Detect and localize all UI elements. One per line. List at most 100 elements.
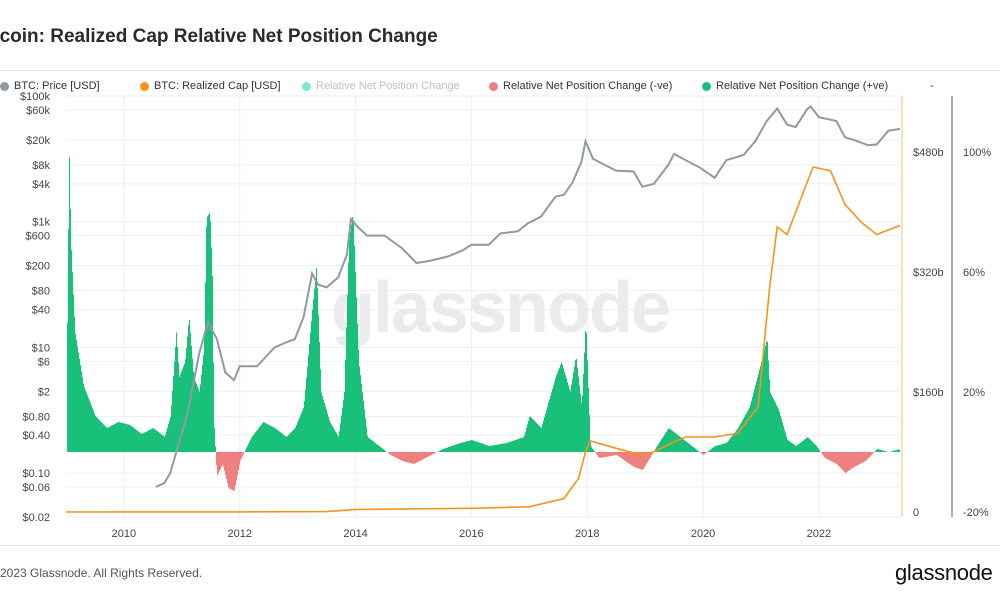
net-position-bar-positive xyxy=(807,437,809,452)
net-position-bar-positive xyxy=(788,440,790,452)
net-position-bar-positive xyxy=(453,445,455,452)
net-position-bar-negative xyxy=(403,452,405,462)
net-position-bar-positive xyxy=(82,377,84,452)
net-position-bar-positive xyxy=(252,436,254,452)
net-position-bar-positive xyxy=(738,427,740,452)
legend-item-net-position-negative[interactable]: Relative Net Position Change (-ve) xyxy=(489,80,672,92)
y-right-pct-ticks: 100% 60% 20% -20% xyxy=(963,147,991,519)
y-pct-tick-label: 20% xyxy=(963,387,985,399)
net-position-bar-positive xyxy=(570,391,572,452)
net-position-bar-positive xyxy=(277,429,279,452)
legend-item-price[interactable]: BTC: Price [USD] xyxy=(0,80,100,92)
net-position-bar-positive xyxy=(488,445,490,452)
legend-dot-net-position-negative-icon xyxy=(489,81,498,91)
net-position-bar-negative xyxy=(831,452,833,462)
net-position-bar-positive xyxy=(772,396,774,452)
net-position-bar-positive xyxy=(442,449,444,452)
net-position-bar-positive xyxy=(272,426,274,452)
net-position-bar-negative xyxy=(621,452,623,459)
y-left-tick-label: $20k xyxy=(26,135,50,147)
net-position-bar-positive xyxy=(358,349,360,452)
net-position-bar-negative xyxy=(642,452,644,470)
net-position-bar-positive xyxy=(878,449,880,452)
net-position-bar-positive xyxy=(777,407,779,452)
net-position-bar-positive xyxy=(751,400,753,452)
net-position-bar-positive xyxy=(262,423,264,452)
net-position-bar-positive xyxy=(514,440,516,452)
net-position-bar-positive xyxy=(320,369,322,452)
net-position-bar-negative xyxy=(415,452,417,464)
net-position-bar-positive xyxy=(761,362,763,452)
net-position-bar-negative xyxy=(388,452,390,454)
net-position-bar-positive xyxy=(332,426,334,452)
net-position-bar-negative xyxy=(411,452,413,464)
net-position-bar-positive xyxy=(353,220,355,452)
net-position-bar-positive xyxy=(152,428,154,452)
net-position-bar-positive xyxy=(510,441,512,452)
net-position-bar-positive xyxy=(177,346,179,452)
net-position-bar-positive xyxy=(803,440,805,452)
net-position-bar-positive xyxy=(589,414,591,452)
net-position-bar-negative xyxy=(636,452,638,468)
net-position-bar-negative xyxy=(391,452,393,456)
net-position-bar-positive xyxy=(739,425,741,452)
net-position-bar-positive xyxy=(90,403,92,452)
net-position-bar-positive xyxy=(776,405,778,452)
net-position-bar-positive xyxy=(678,435,680,452)
net-position-bar-positive xyxy=(157,431,159,452)
y-left-tick-label: $0.40 xyxy=(22,430,50,442)
net-position-bar-negative xyxy=(419,452,421,462)
glassnode-logo: glassnode xyxy=(895,560,993,585)
net-position-bar-positive xyxy=(373,441,375,452)
legend-item-net-position-positive[interactable]: Relative Net Position Change (+ve) xyxy=(702,80,888,92)
net-position-bar-positive xyxy=(479,442,481,452)
net-position-bar-negative xyxy=(418,452,420,462)
net-position-bar-positive xyxy=(560,365,562,452)
net-position-bar-positive xyxy=(580,394,582,452)
net-position-bar-positive xyxy=(255,432,257,452)
net-position-bar-positive xyxy=(81,371,83,452)
net-position-bar-positive xyxy=(877,449,879,452)
net-position-bar-positive xyxy=(692,446,694,452)
net-position-bar-negative xyxy=(633,452,635,467)
net-position-bar-positive xyxy=(728,440,730,452)
net-position-bar-negative xyxy=(849,452,851,471)
net-position-bar-positive xyxy=(517,439,519,452)
net-position-bar-positive xyxy=(212,276,214,452)
net-position-bar-positive xyxy=(163,435,165,452)
net-position-bar-negative xyxy=(651,452,653,456)
net-position-bar-positive xyxy=(766,341,768,452)
net-position-bar-positive xyxy=(718,445,720,452)
net-position-bar-positive xyxy=(260,425,262,452)
net-position-bar-positive xyxy=(195,381,197,452)
net-position-bar-positive xyxy=(144,432,146,452)
net-position-bar-positive xyxy=(126,424,128,452)
net-position-bar-positive xyxy=(309,343,311,452)
net-position-bar-positive xyxy=(760,365,762,452)
net-position-bar-positive xyxy=(115,423,117,452)
net-position-bar-positive xyxy=(290,432,292,452)
net-position-bar-positive xyxy=(204,338,206,452)
net-position-bar-positive xyxy=(687,442,689,452)
net-position-bar-positive xyxy=(134,428,136,452)
net-position-bar-negative xyxy=(648,452,650,461)
legend-item-realized-cap[interactable]: BTC: Realized Cap [USD] xyxy=(140,80,281,92)
net-position-bar-positive xyxy=(176,332,178,452)
chart-legend: BTC: Price [USD] BTC: Realized Cap [USD]… xyxy=(0,80,1000,96)
net-position-bar-negative xyxy=(871,452,873,456)
net-position-bar-positive xyxy=(896,450,898,452)
net-position-bar-positive xyxy=(733,434,735,452)
net-position-bar-positive xyxy=(498,444,500,452)
net-position-bar-positive xyxy=(486,445,488,452)
legend-item-net-position[interactable]: Relative Net Position Change xyxy=(302,80,460,92)
net-position-bar-positive xyxy=(528,420,530,452)
net-position-bar-positive xyxy=(797,445,799,452)
net-position-bar-positive xyxy=(578,376,580,452)
net-position-bar-negative xyxy=(610,452,612,457)
net-position-bar-negative xyxy=(628,452,630,464)
footer-copyright: 2023 Glassnode. All Rights Reserved. xyxy=(0,566,203,580)
net-position-bar-positive xyxy=(584,352,586,452)
net-position-bar-positive xyxy=(199,391,201,452)
net-position-bar-negative xyxy=(390,452,392,455)
net-position-bar-negative xyxy=(243,452,245,455)
